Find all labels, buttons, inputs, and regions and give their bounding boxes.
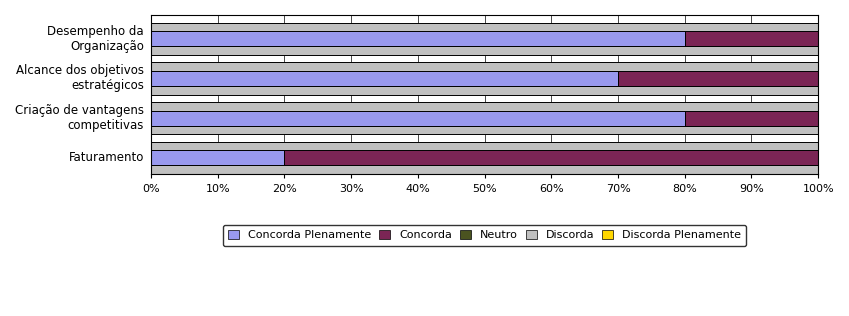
Bar	[151, 31, 685, 46]
Bar	[284, 150, 818, 165]
Bar	[151, 142, 818, 150]
Legend: Concorda Plenamente, Concorda, Neutro, Discorda, Discorda Plenamente: Concorda Plenamente, Concorda, Neutro, D…	[222, 225, 746, 246]
Bar	[685, 31, 818, 46]
Bar	[151, 165, 818, 174]
Bar	[151, 62, 818, 71]
Bar	[151, 86, 818, 95]
Bar	[618, 71, 818, 86]
Bar	[151, 22, 818, 31]
Bar	[151, 46, 818, 55]
Bar	[685, 111, 818, 126]
Bar	[151, 102, 818, 111]
Bar	[151, 150, 284, 165]
Bar	[151, 71, 618, 86]
Bar	[151, 126, 818, 134]
Bar	[151, 111, 685, 126]
